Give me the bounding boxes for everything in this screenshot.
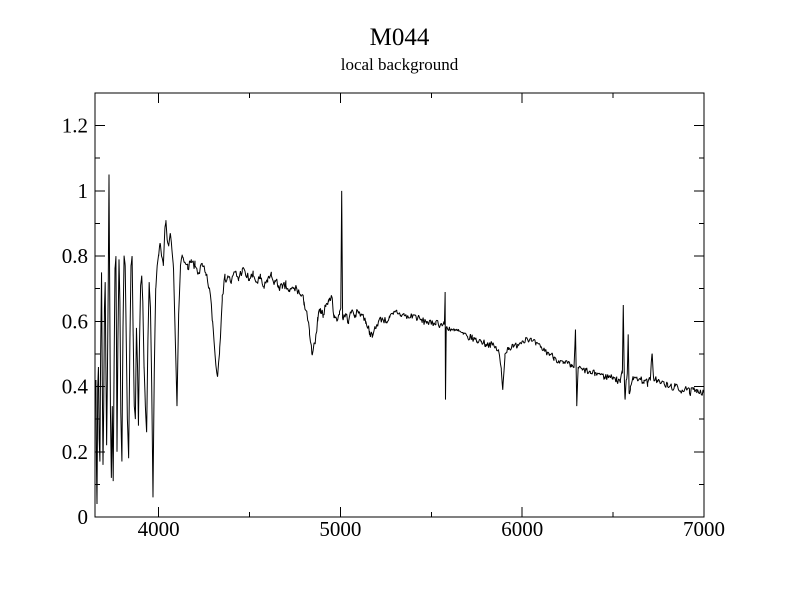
y-tick-label: 0.2 — [62, 440, 88, 464]
chart-title: M044 — [369, 24, 430, 51]
x-tick-label: 5000 — [319, 517, 361, 541]
y-tick-label: 1.2 — [62, 114, 88, 138]
y-tick-label: 1 — [78, 179, 89, 203]
axis-ticks — [95, 93, 705, 518]
chart-subtitle: local background — [340, 55, 459, 74]
x-tick-label: 4000 — [138, 517, 180, 541]
y-tick-label: 0.8 — [62, 244, 88, 268]
plot-frame — [94, 92, 705, 518]
y-tick-label: 0.4 — [62, 375, 89, 399]
x-tick-label: 6000 — [501, 517, 543, 541]
spectrum-line — [95, 174, 705, 504]
axis-tick-labels: 4000 5000 6000 7000 0 0.2 0.4 0.6 0.8 1 1.2 — [62, 114, 725, 541]
x-tick-label: 7000 — [683, 517, 725, 541]
y-tick-label: 0 — [78, 505, 89, 529]
y-tick-label: 0.6 — [62, 309, 88, 333]
